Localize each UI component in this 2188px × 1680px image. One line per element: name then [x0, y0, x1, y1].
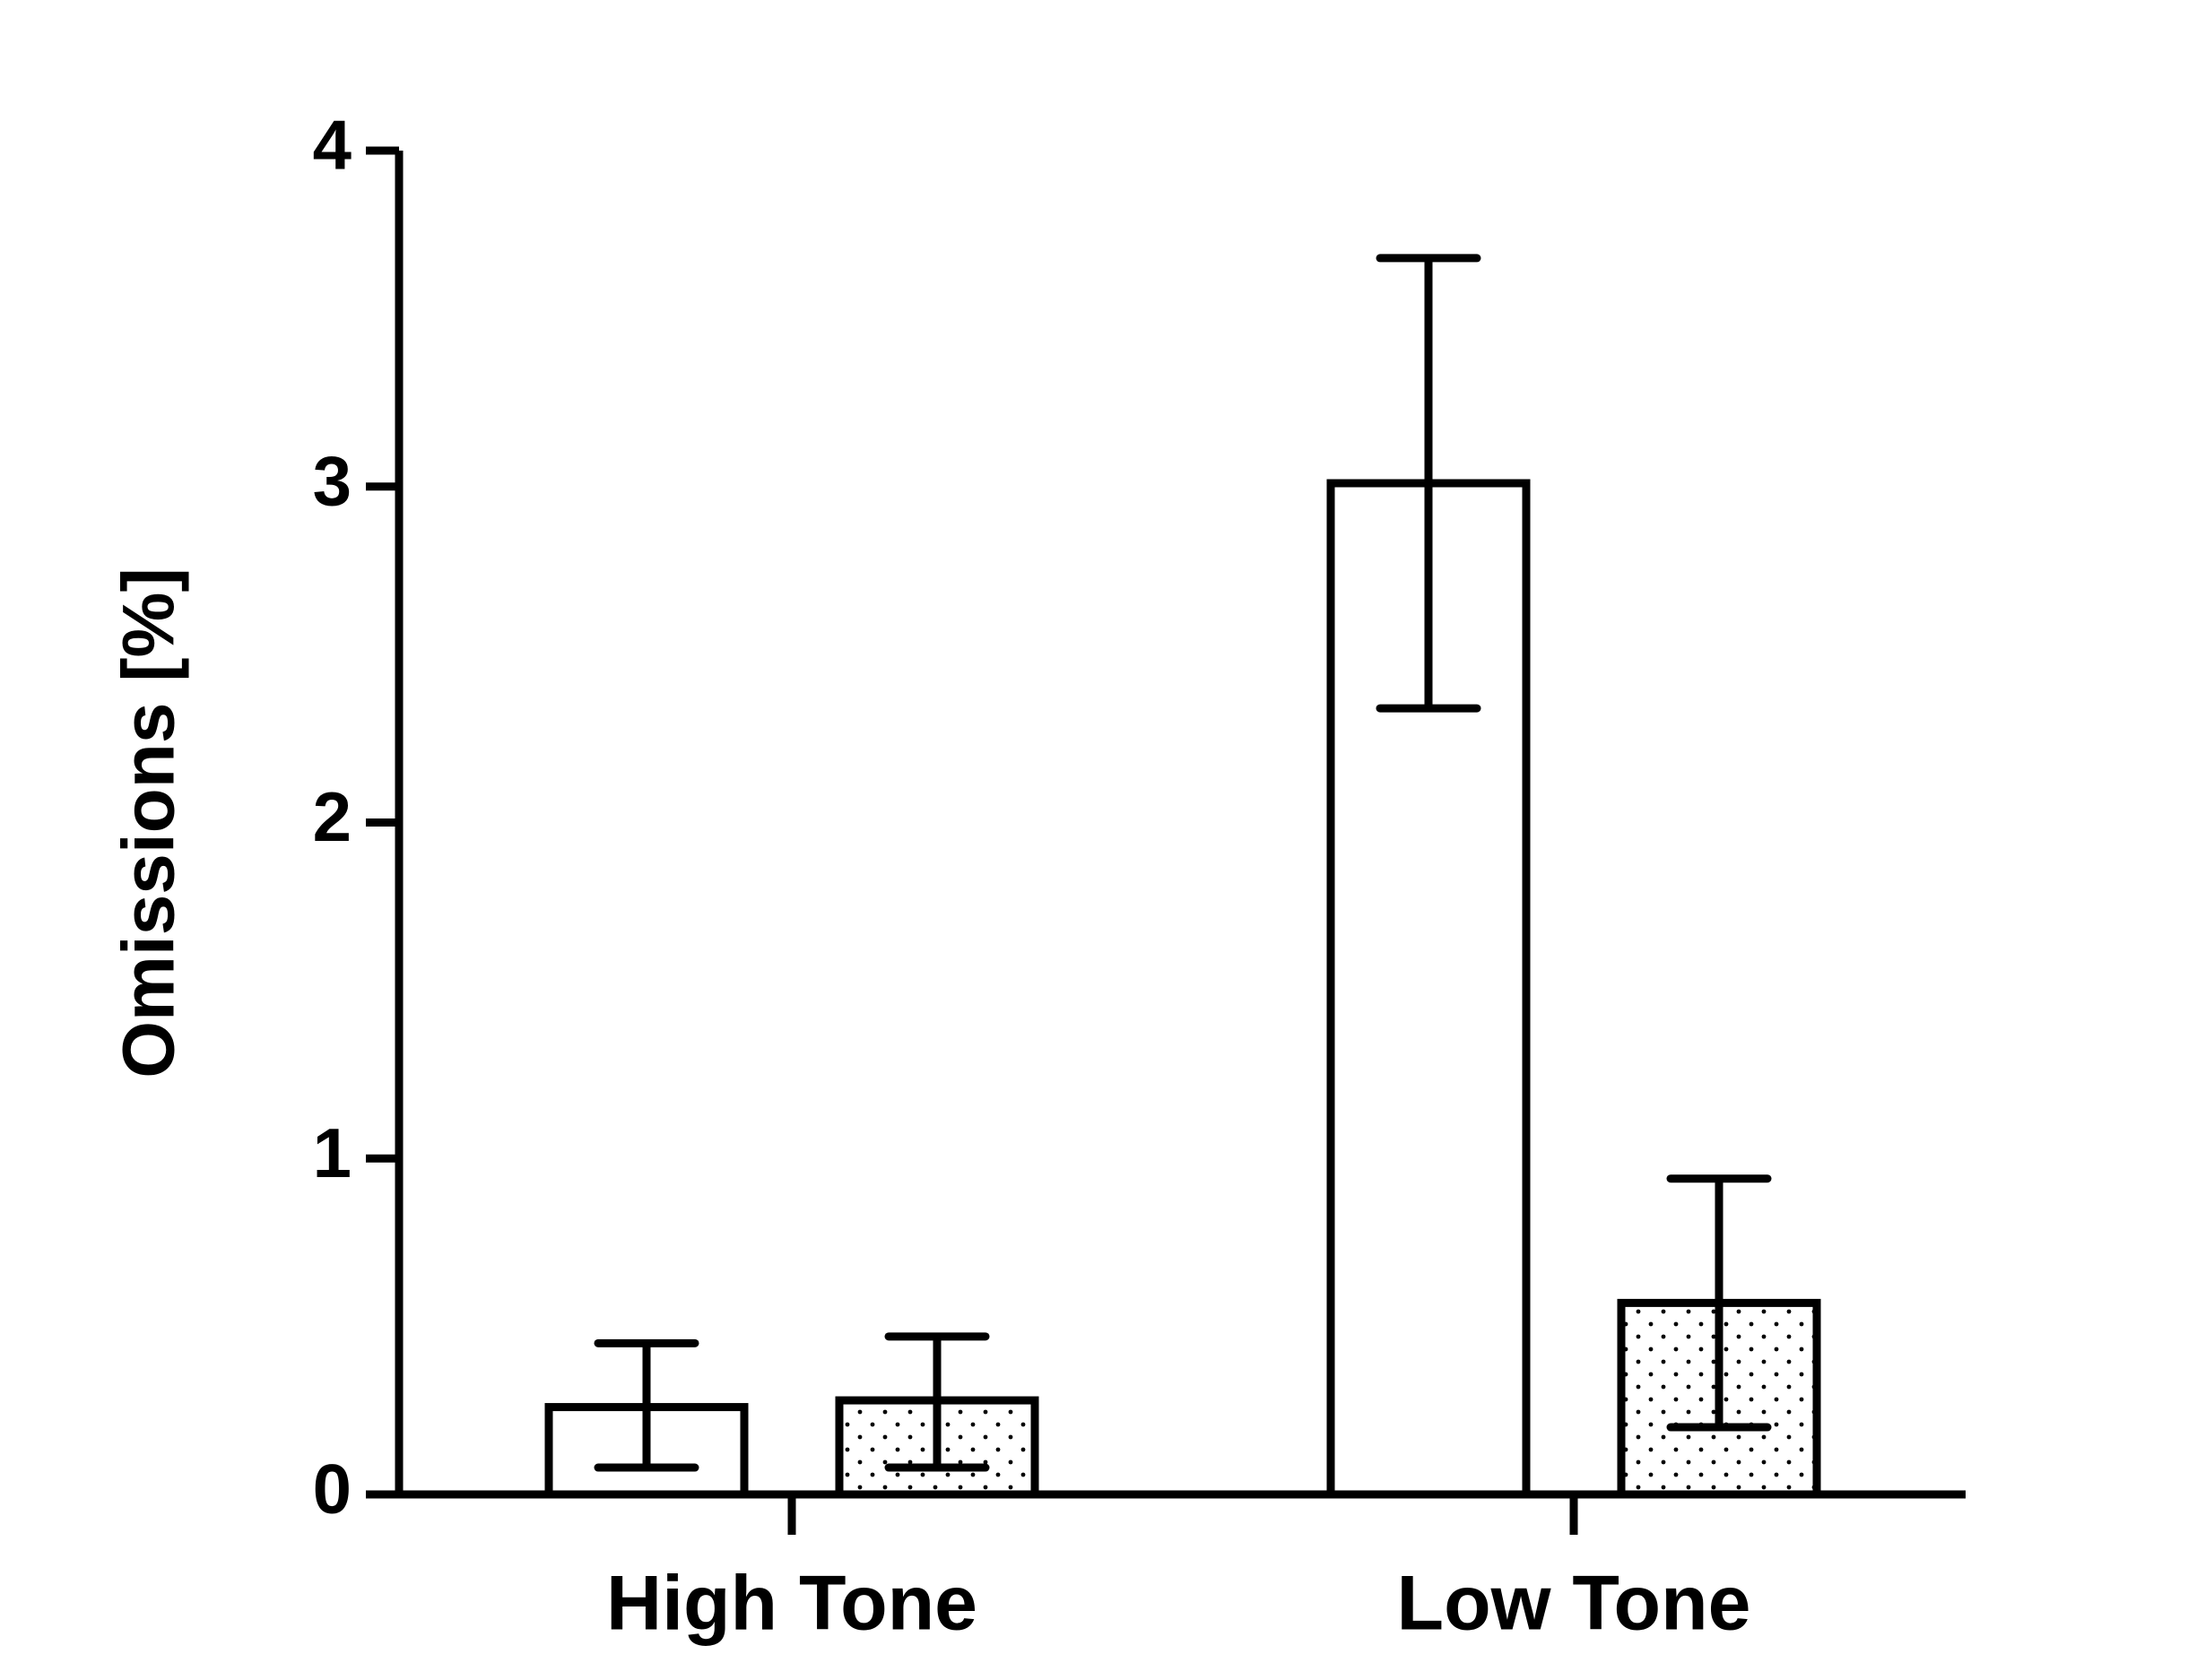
y-tick-label: 0 [313, 1450, 352, 1528]
bars-layer [544, 479, 1821, 1499]
x-category-label: High Tone [606, 1561, 977, 1647]
y-tick-label: 3 [313, 441, 352, 520]
x-category-label: Low Tone [1397, 1561, 1751, 1647]
y-ticks-layer: 0 1 2 3 4 [313, 106, 399, 1528]
y-tick-label: 2 [313, 777, 352, 856]
x-categories-layer: High Tone Low Tone [606, 1494, 1750, 1647]
y-tick-label: 1 [313, 1113, 352, 1192]
y-tick-label: 4 [313, 106, 352, 185]
y-axis-title: Omissions [%] [109, 567, 190, 1078]
error-bars-layer [594, 254, 1772, 1472]
